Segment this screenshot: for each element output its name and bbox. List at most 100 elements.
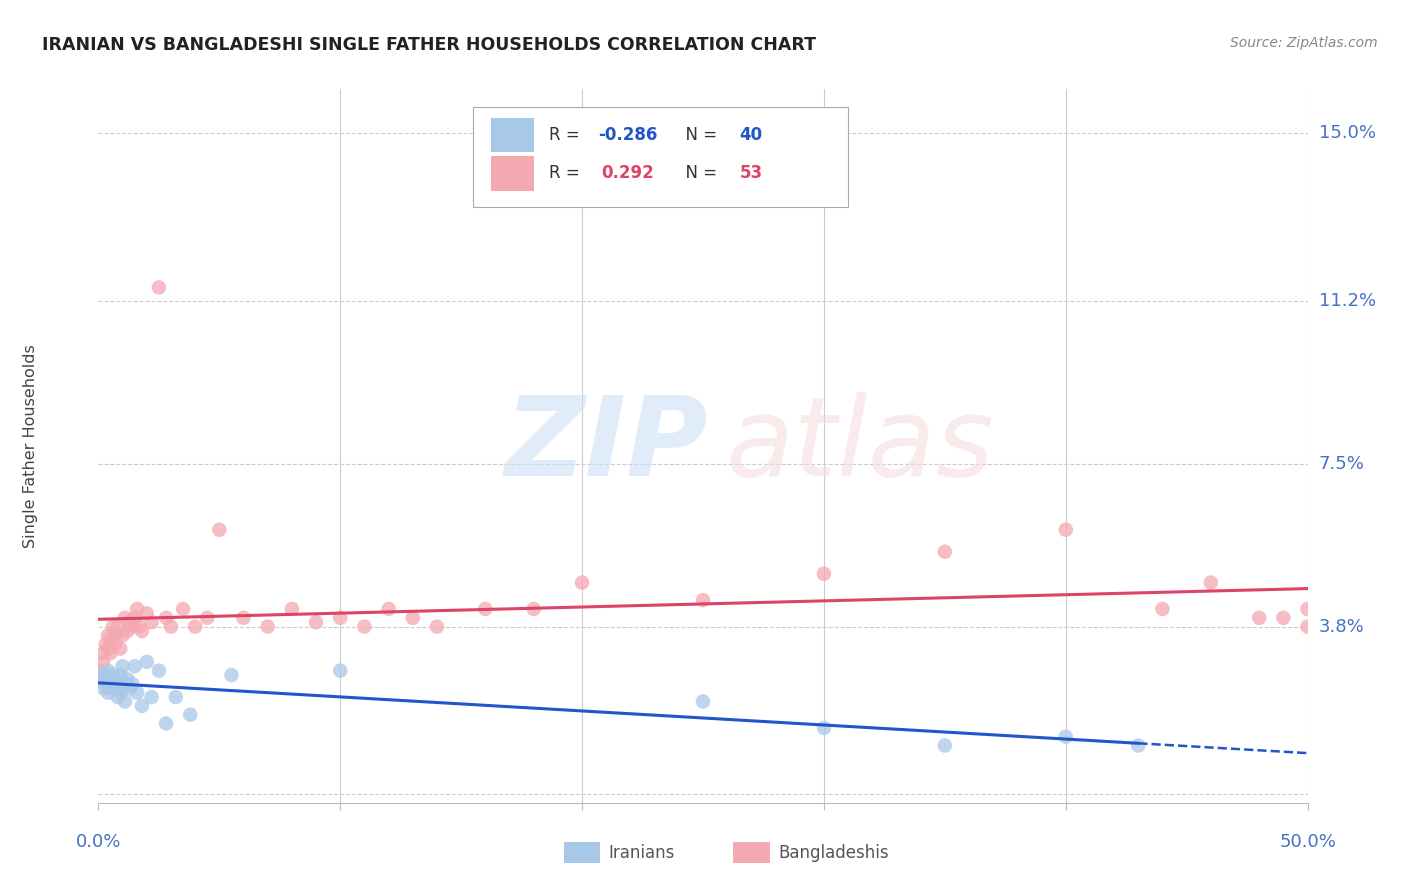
FancyBboxPatch shape [474,107,848,207]
Point [94,668,117,682]
Point [118,615,141,630]
Point [127,686,149,700]
Point [426,619,449,633]
Point [107,690,129,704]
Text: R =: R = [550,126,585,144]
Point [124,611,146,625]
Point [135,655,157,669]
Point [111,628,134,642]
Point [100,646,122,660]
Point [221,668,243,682]
Bar [564,842,600,863]
Point [127,602,149,616]
Point [148,664,170,678]
Point [97,628,120,642]
Point [1054,523,1077,537]
Point [94,677,117,691]
Point [1249,611,1271,625]
Point [90,664,112,678]
Point [104,673,127,687]
Point [141,690,163,704]
Point [104,628,127,642]
Text: 40: 40 [740,126,762,144]
Text: 50.0%: 50.0% [1279,833,1336,851]
Point [165,690,187,704]
Point [90,668,112,682]
Point [108,641,131,656]
Text: 11.2%: 11.2% [1319,292,1376,310]
Point [101,677,124,691]
Point [97,664,120,678]
Point [692,593,714,607]
Point [184,619,207,633]
Point [1199,575,1222,590]
Point [1128,739,1150,753]
Text: 15.0%: 15.0% [1319,124,1375,142]
Text: Iranians: Iranians [609,844,675,862]
Point [91,646,114,660]
Text: Bangladeshis: Bangladeshis [778,844,889,862]
Text: 3.8%: 3.8% [1319,617,1364,636]
Point [101,619,124,633]
Point [97,641,120,656]
Point [111,659,134,673]
Point [91,681,114,696]
Text: R =: R = [550,164,585,182]
Point [141,615,163,630]
Point [305,615,328,630]
Text: IRANIAN VS BANGLADESHI SINGLE FATHER HOUSEHOLDS CORRELATION CHART: IRANIAN VS BANGLADESHI SINGLE FATHER HOU… [42,36,815,54]
Bar [492,156,534,191]
Text: atlas: atlas [725,392,994,500]
Point [195,611,218,625]
Point [1272,611,1295,625]
Point [692,694,714,708]
Point [377,602,399,616]
Point [114,611,136,625]
Point [100,681,122,696]
Text: N =: N = [675,164,723,182]
Point [571,575,593,590]
Point [124,659,146,673]
Point [91,655,114,669]
Point [208,523,231,537]
Point [101,668,124,682]
Point [111,681,134,696]
Point [179,707,201,722]
Point [474,602,496,616]
Point [281,602,304,616]
Point [100,673,122,687]
Text: N =: N = [675,126,723,144]
Point [94,637,117,651]
Point [155,716,177,731]
Point [118,681,141,696]
Point [1296,602,1319,616]
Point [128,619,150,633]
Point [1054,730,1077,744]
Text: 53: 53 [740,164,762,182]
Point [114,677,136,691]
Point [1152,602,1174,616]
Bar [734,842,769,863]
Point [813,566,835,581]
Point [353,619,375,633]
Point [402,611,425,625]
Point [121,677,143,691]
Point [107,619,129,633]
Text: 0.0%: 0.0% [76,833,121,851]
Point [104,681,127,696]
Point [135,607,157,621]
Point [131,698,153,713]
Text: Single Father Households: Single Father Households [22,344,38,548]
Point [108,668,131,682]
Point [97,686,120,700]
Point [256,619,278,633]
Point [155,611,177,625]
Point [813,721,835,735]
Point [121,619,143,633]
Point [131,624,153,638]
Point [148,280,170,294]
Text: 0.292: 0.292 [602,164,654,182]
Point [172,602,194,616]
Text: ZIP: ZIP [505,392,709,500]
Point [107,677,129,691]
